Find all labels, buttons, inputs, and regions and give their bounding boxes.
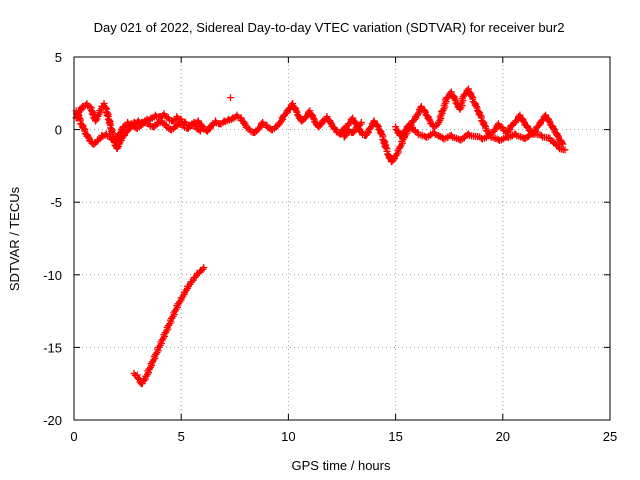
data-point-fill xyxy=(292,107,300,115)
data-point-fill xyxy=(84,133,92,141)
x-tick-label: 0 xyxy=(70,429,77,444)
data-point-fill xyxy=(472,102,480,110)
y-axis-label: SDTVAR / TECUs xyxy=(7,186,22,291)
data-point-fill xyxy=(342,131,350,139)
data-point-fill xyxy=(117,128,125,136)
data-point-fill xyxy=(241,120,249,128)
data-point xyxy=(357,118,365,126)
data-point xyxy=(227,94,235,102)
data-point-fill xyxy=(309,114,317,122)
data-point-fill xyxy=(368,123,376,131)
data-point-fill xyxy=(425,115,433,123)
data-point-fill xyxy=(505,127,513,135)
data-point-fill xyxy=(88,110,96,118)
data-point-fill xyxy=(550,124,558,132)
x-tick-label: 25 xyxy=(603,429,617,444)
y-tick-label: 5 xyxy=(55,50,62,65)
data-point xyxy=(196,127,204,135)
x-axis-label: GPS time / hours xyxy=(292,458,391,473)
chart-title: Day 021 of 2022, Sidereal Day-to-day VTE… xyxy=(94,20,565,35)
data-point-fill xyxy=(327,119,335,127)
data-point xyxy=(561,146,569,154)
x-tick-label: 20 xyxy=(496,429,510,444)
data-point-fill xyxy=(558,139,566,147)
ticks: 0 5 10 15 20 25 -20 -15 -10 -5 0 5 xyxy=(43,50,617,444)
data-points xyxy=(72,85,569,388)
data-point-fill xyxy=(373,122,381,130)
data-point-fill xyxy=(112,136,120,144)
x-tick-label: 10 xyxy=(281,429,295,444)
y-tick-label: -5 xyxy=(50,195,62,210)
data-point-fill xyxy=(520,117,528,125)
data-point xyxy=(200,264,208,272)
x-tick-label: 15 xyxy=(388,429,402,444)
y-tick-label: 0 xyxy=(55,123,62,138)
data-point-fill xyxy=(554,132,562,140)
y-tick-label: -20 xyxy=(43,413,62,428)
data-point-fill xyxy=(278,117,286,125)
data-point-fill xyxy=(103,111,111,119)
data-point-fill xyxy=(551,140,559,148)
y-tick-label: -10 xyxy=(43,268,62,283)
y-tick-label: -15 xyxy=(43,340,62,355)
plot-frame xyxy=(73,56,611,421)
data-point-fill xyxy=(451,95,459,103)
data-point-fill xyxy=(545,117,553,125)
data-point-fill xyxy=(420,107,428,115)
data-point-fill xyxy=(363,130,371,138)
data-point-fill xyxy=(382,144,390,152)
x-tick-label: 5 xyxy=(178,429,185,444)
